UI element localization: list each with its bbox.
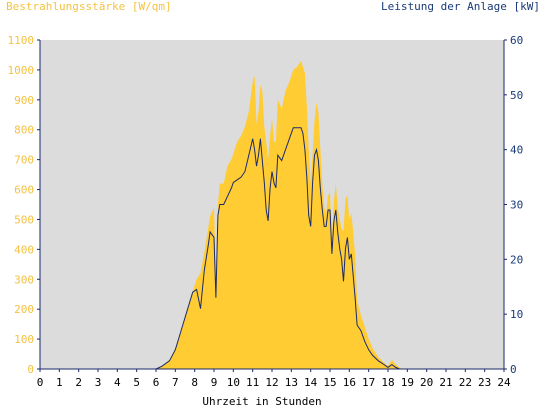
left-tick-label: 700	[14, 154, 34, 167]
x-tick-label: 23	[478, 376, 491, 389]
right-tick-label: 30	[510, 199, 523, 212]
title-left: Bestrahlungsstärke [W/qm]	[6, 0, 172, 13]
x-tick-label: 10	[227, 376, 240, 389]
x-tick-label: 14	[304, 376, 318, 389]
right-tick-label: 60	[510, 34, 523, 47]
series-power-line	[155, 127, 408, 370]
right-tick-label: 0	[510, 363, 517, 376]
x-tick-label: 6	[153, 376, 160, 389]
x-tick-label: 4	[114, 376, 121, 389]
left-tick-label: 600	[14, 184, 34, 197]
x-tick-label: 12	[265, 376, 278, 389]
right-tick-label: 40	[510, 144, 523, 157]
x-tick-label: 1	[56, 376, 63, 389]
title-right: Leistung der Anlage [kW]	[381, 0, 540, 13]
x-tick-label: 22	[459, 376, 472, 389]
x-tick-label: 17	[362, 376, 375, 389]
x-tick-label: 20	[420, 376, 433, 389]
left-tick-label: 1100	[8, 34, 35, 47]
x-tick-label: 8	[191, 376, 198, 389]
series-layer	[155, 60, 408, 370]
x-tick-label: 11	[246, 376, 259, 389]
right-tick-label: 10	[510, 308, 523, 321]
x-tick-label: 19	[401, 376, 414, 389]
x-tick-label: 21	[439, 376, 452, 389]
left-tick-label: 400	[14, 243, 34, 256]
left-tick-label: 300	[14, 273, 34, 286]
left-axis-ticks: 0 100 200 300 400 500 600 700 800 900 1000 1100	[8, 34, 40, 376]
right-axis-ticks: 0 10 20 30 40 50 60	[504, 34, 523, 376]
right-tick-label: 20	[510, 253, 523, 266]
x-tick-label: 18	[381, 376, 394, 389]
x-tick-label: 15	[323, 376, 336, 389]
series-irradiance-area	[156, 60, 408, 370]
x-tick-label: 0	[37, 376, 44, 389]
x-tick-label: 13	[285, 376, 298, 389]
x-axis-ticks: 0 1 2 3 4 5 6 7 8 9 10 11 12 13 14 15 16 17 18 19 20 21 22 23 24	[37, 369, 511, 389]
x-tick-label: 16	[343, 376, 356, 389]
x-tick-label: 9	[211, 376, 218, 389]
x-axis-label: Uhrzeit in Stunden	[202, 395, 321, 408]
x-tick-label: 24	[497, 376, 511, 389]
x-tick-label: 5	[133, 376, 140, 389]
x-tick-label: 2	[75, 376, 82, 389]
left-tick-label: 100	[14, 333, 34, 346]
right-tick-label: 50	[510, 89, 523, 102]
left-tick-label: 1000	[8, 64, 35, 77]
left-tick-label: 200	[14, 303, 34, 316]
x-tick-label: 3	[95, 376, 102, 389]
x-tick-label: 7	[172, 376, 179, 389]
left-tick-label: 500	[14, 213, 34, 226]
left-tick-label: 900	[14, 94, 34, 107]
left-tick-label: 800	[14, 124, 34, 137]
left-tick-label: 0	[27, 363, 34, 376]
